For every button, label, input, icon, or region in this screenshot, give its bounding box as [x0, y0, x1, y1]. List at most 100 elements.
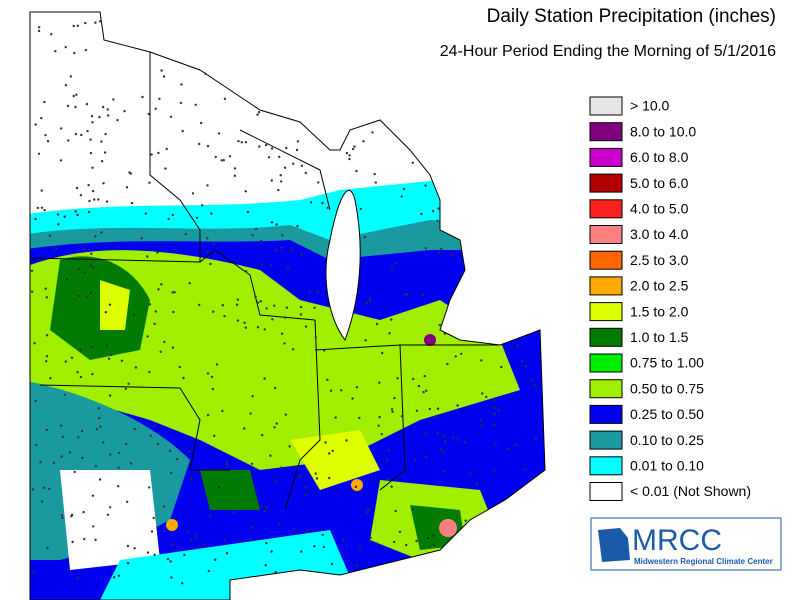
station-dot [169, 560, 172, 563]
station-dot [300, 550, 303, 553]
station-dot [295, 148, 299, 152]
state-borders [29, 11, 546, 600]
station-dot [256, 113, 259, 116]
station-dot [46, 546, 49, 549]
station-dot [209, 262, 212, 266]
station-dot [254, 490, 257, 494]
station-dot [345, 151, 349, 155]
station-dot [189, 538, 193, 542]
station-dot [334, 416, 337, 419]
station-dot [359, 207, 362, 211]
station-dot [223, 97, 227, 101]
station-dot [439, 448, 442, 451]
legend-swatch [589, 379, 623, 399]
station-dot [265, 541, 268, 545]
station-dot [250, 526, 253, 529]
station-dot [214, 155, 217, 159]
station-dot [127, 382, 130, 385]
station-dot [77, 267, 80, 271]
station-dot [400, 195, 403, 198]
legend-label: < 0.01 (Not Shown) [630, 483, 751, 499]
station-dot [237, 140, 240, 143]
station-dot [57, 223, 60, 226]
station-dot [78, 294, 81, 298]
station-dot [456, 438, 460, 442]
station-dot [291, 348, 295, 351]
station-dot [104, 132, 107, 136]
station-dot [460, 352, 463, 355]
station-dot [180, 83, 183, 86]
station-dot [107, 114, 110, 117]
subtitle: 24-Hour Period Ending the Morning of 5/1… [440, 43, 776, 60]
station-dot [443, 434, 446, 437]
station-dot [428, 407, 431, 411]
station-dot [442, 450, 445, 453]
station-dot [91, 372, 94, 376]
station-dot [393, 540, 396, 544]
station-dot [39, 460, 42, 464]
station-dot [275, 223, 278, 226]
station-dot [405, 543, 408, 547]
station-dot [446, 362, 449, 366]
station-dot [273, 386, 277, 390]
station-dot [351, 397, 354, 400]
station-dot [396, 377, 399, 380]
station-dot [433, 416, 437, 419]
station-dot [183, 553, 186, 557]
station-dot [34, 123, 37, 126]
station-dot [421, 293, 425, 297]
station-dot [99, 425, 102, 428]
station-dot [313, 545, 316, 548]
station-dot [82, 510, 85, 514]
station-dot [321, 533, 324, 536]
station-dot [112, 98, 115, 101]
station-dot [133, 547, 136, 550]
station-dot [162, 529, 166, 533]
station-dot [353, 145, 356, 148]
station-dot [60, 127, 63, 130]
legend-swatch [589, 482, 623, 501]
legend-label: 2.0 to 2.5 [630, 278, 689, 294]
station-dot [97, 198, 100, 201]
station-dot [228, 155, 232, 158]
station-dot [129, 462, 133, 465]
station-dot [304, 171, 307, 175]
station-dot [201, 204, 204, 207]
station-dot [178, 365, 181, 369]
station-dot [464, 519, 467, 522]
station-dot [299, 313, 303, 316]
station-dot [140, 237, 143, 240]
station-dot [159, 350, 162, 353]
station-dot [88, 199, 91, 203]
station-dot [256, 326, 260, 329]
station-dot [184, 233, 187, 236]
station-dot [221, 409, 224, 413]
station-dot [217, 132, 221, 135]
station-dot [157, 288, 160, 291]
station-dot [98, 478, 102, 481]
station-dot [280, 246, 283, 249]
station-dot [279, 174, 282, 177]
station-dot [107, 357, 111, 360]
station-dot [130, 201, 134, 205]
station-dot [381, 351, 384, 355]
station-dot [456, 404, 459, 407]
station-dot [37, 29, 41, 33]
station-dot [105, 344, 109, 347]
station-dot [101, 105, 105, 109]
station-dot [79, 375, 83, 379]
station-dot [65, 278, 69, 281]
station-dot [40, 116, 43, 120]
station-dot [500, 365, 503, 369]
station-dot [425, 455, 428, 459]
station-dot [31, 488, 35, 491]
station-dot [84, 21, 87, 25]
station-dot [313, 306, 316, 309]
station-dot [108, 394, 112, 397]
station-dot [398, 530, 402, 533]
station-dot [171, 346, 175, 349]
station-dot [281, 234, 284, 237]
station-dot [82, 248, 86, 251]
station-dot [257, 111, 261, 114]
station-dots [30, 20, 537, 585]
